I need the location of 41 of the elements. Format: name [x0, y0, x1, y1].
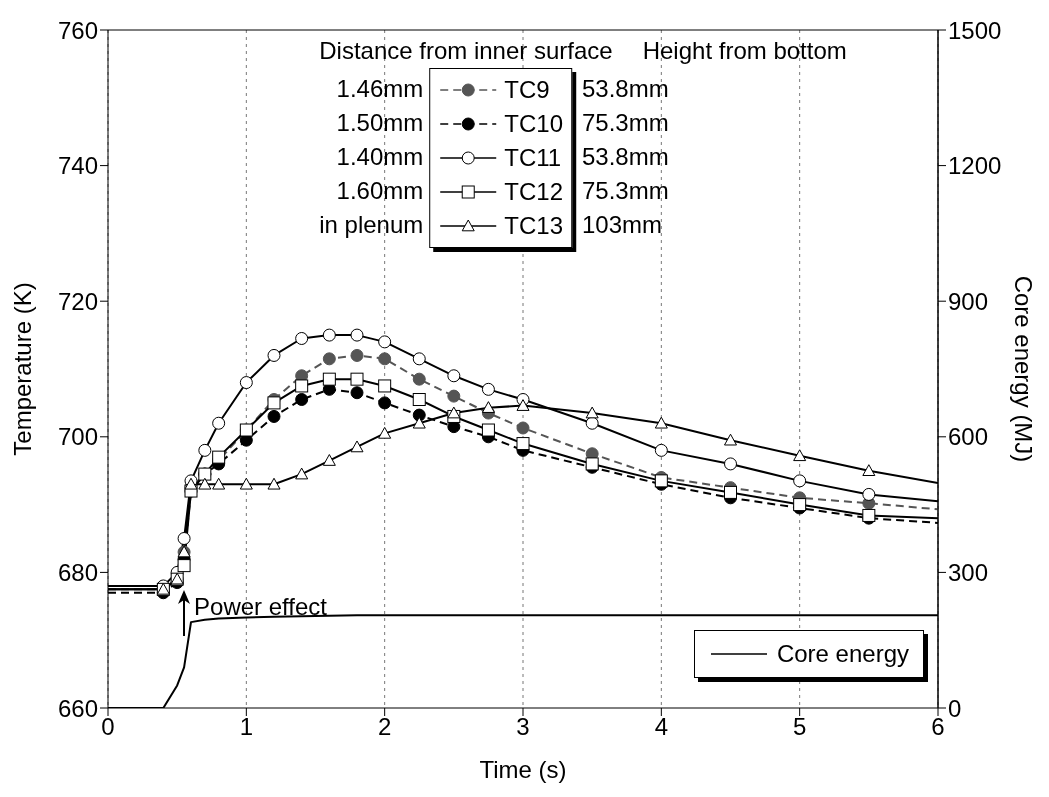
x-tick-label: 1: [239, 713, 254, 741]
legend-label: Core energy: [776, 639, 909, 669]
y2-tick-label: 1200: [948, 152, 1002, 180]
y-tick-label: 680: [57, 558, 98, 586]
annotation: 103mm: [581, 210, 663, 240]
y-tick-label: 760: [57, 16, 98, 44]
x-tick-label: 0: [101, 713, 115, 741]
y2-tick-label: 0: [948, 694, 962, 722]
annotation: Height from bottom: [642, 36, 847, 66]
y-tick-label: 700: [57, 423, 98, 451]
legend-label: TC10: [504, 109, 563, 139]
annotation: 1.60mm: [335, 176, 424, 206]
y2-tick-label: 300: [948, 558, 989, 586]
x-tick-label: 5: [792, 713, 807, 741]
annotation: 53.8mm: [581, 142, 669, 172]
x-tick-label: 2: [377, 713, 392, 741]
y-tick-label: 740: [57, 152, 98, 180]
legend-label: TC13: [504, 211, 563, 241]
annotation: 75.3mm: [581, 176, 669, 206]
y-tick-label: 660: [57, 694, 98, 722]
legend-label: TC12: [504, 177, 563, 207]
annotation: 1.40mm: [335, 142, 424, 172]
y2-tick-label: 1500: [948, 16, 1002, 44]
annotation: 75.3mm: [581, 108, 669, 138]
x-tick-label: 3: [516, 713, 530, 741]
y2-tick-label: 600: [948, 423, 989, 451]
x-tick-label: 4: [654, 713, 669, 741]
y2-axis-title: Core energy (MJ): [1010, 275, 1038, 463]
annotation: 53.8mm: [581, 74, 669, 104]
annotation: Distance from inner surface: [319, 36, 613, 66]
x-tick-label: 6: [931, 713, 945, 741]
y2-tick-label: 900: [948, 287, 989, 315]
y-tick-label: 720: [57, 287, 98, 315]
annotation: 1.50mm: [335, 108, 424, 138]
x-axis-title: Time (s): [479, 756, 567, 783]
annotation: in plenum: [319, 210, 424, 240]
legend-label: TC11: [504, 143, 562, 173]
y-axis-title: Temperature (K): [8, 282, 36, 456]
legend-label: TC9: [504, 75, 550, 105]
annotation: 1.46mm: [335, 74, 424, 104]
annotation: Power effect: [194, 591, 328, 622]
